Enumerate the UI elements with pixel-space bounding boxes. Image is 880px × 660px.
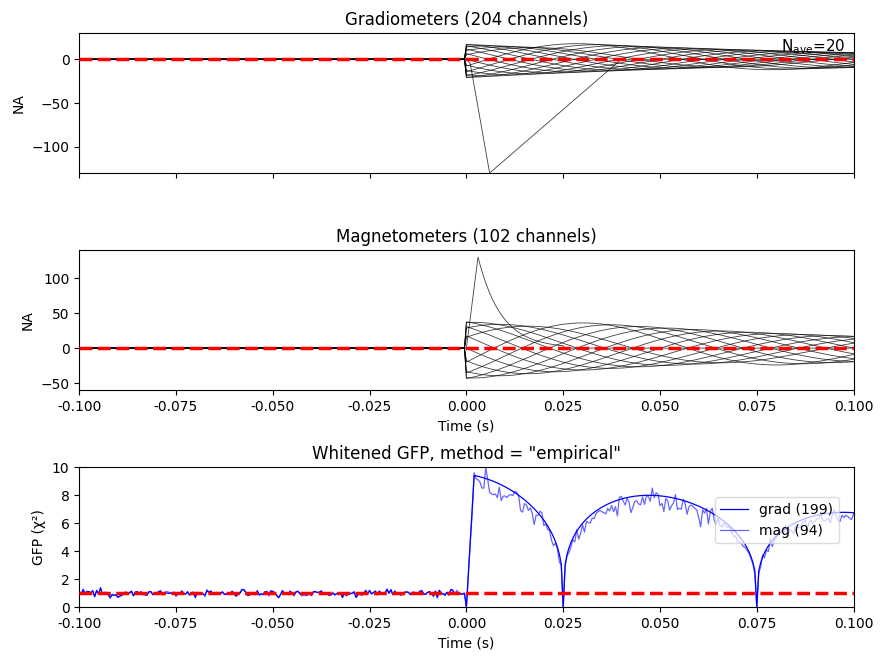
mag (94)	[480, 464, 491, 472]
grad (199)	[848, 509, 859, 517]
grad (199)	[353, 591, 363, 599]
mag (94)	[461, 603, 472, 611]
Legend: grad (199), mag (94): grad (199), mag (94)	[715, 498, 839, 543]
mag (94)	[174, 590, 185, 598]
grad (199)	[502, 484, 512, 492]
Y-axis label: NA: NA	[21, 310, 35, 330]
grad (199)	[645, 491, 656, 499]
grad (199)	[461, 603, 472, 611]
mag (94)	[571, 526, 582, 534]
Y-axis label: GFP (χ²): GFP (χ²)	[33, 510, 47, 565]
mag (94)	[848, 510, 859, 518]
Line: grad (199): grad (199)	[79, 475, 854, 607]
mag (94)	[645, 497, 656, 505]
mag (94)	[502, 494, 512, 502]
Title: Whitened GFP, method = "empirical": Whitened GFP, method = "empirical"	[312, 445, 621, 463]
Title: Gradiometers (204 channels): Gradiometers (204 channels)	[345, 11, 588, 28]
grad (199)	[174, 590, 185, 598]
Text: N$_{\mathregular{ave}}$=20: N$_{\mathregular{ave}}$=20	[781, 37, 846, 56]
mag (94)	[74, 589, 84, 597]
grad (199)	[74, 589, 84, 597]
Title: Magnetometers (102 channels): Magnetometers (102 channels)	[336, 228, 597, 246]
X-axis label: Time (s): Time (s)	[438, 419, 495, 434]
grad (199)	[465, 537, 475, 544]
mag (94)	[465, 539, 475, 546]
Y-axis label: NA: NA	[12, 93, 26, 113]
mag (94)	[353, 591, 363, 599]
grad (199)	[571, 527, 582, 535]
grad (199)	[469, 471, 480, 479]
X-axis label: Time (s): Time (s)	[438, 636, 495, 651]
Line: mag (94): mag (94)	[79, 468, 854, 607]
